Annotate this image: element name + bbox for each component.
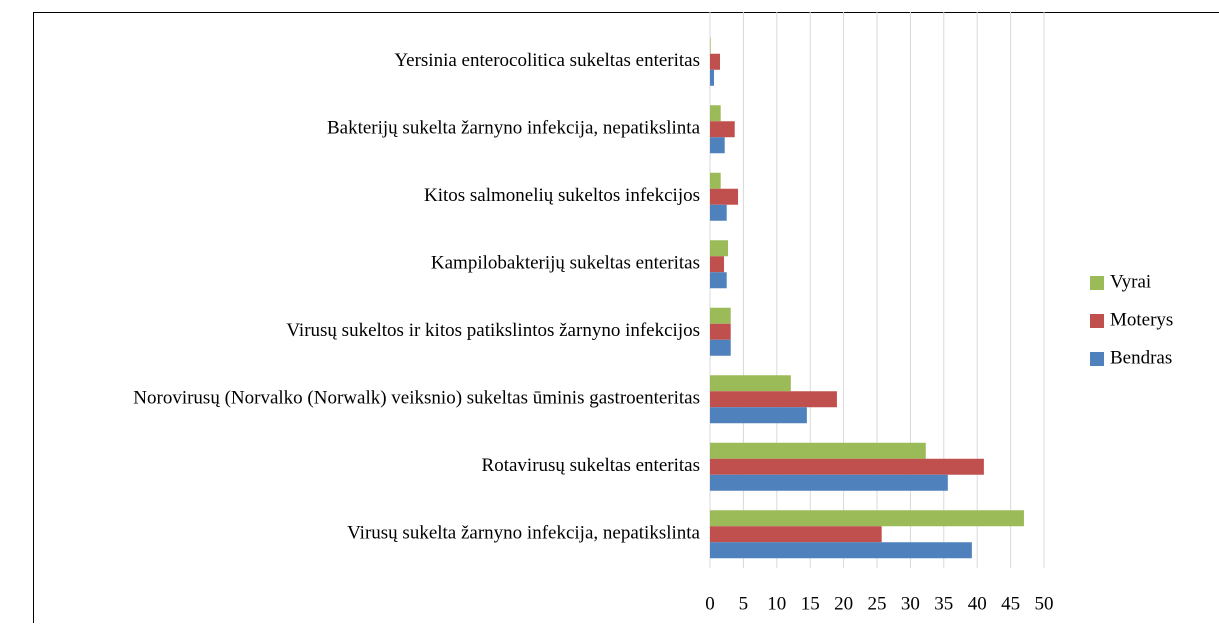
bar — [710, 407, 807, 423]
x-tick-label: 15 — [801, 593, 820, 614]
bar — [710, 54, 720, 70]
y-tick-label: Kampilobakterijų sukeltas enteritas — [431, 253, 700, 274]
bar — [710, 256, 724, 272]
bar — [710, 324, 731, 340]
legend-swatch — [1090, 276, 1104, 290]
bar — [710, 189, 738, 205]
x-tick-label: 20 — [834, 593, 853, 614]
y-tick-label: Kitos salmonelių sukeltos infekcijos — [424, 185, 700, 206]
y-tick-label: Virusų sukelta žarnyno infekcija, nepati… — [347, 523, 700, 544]
bar — [710, 308, 731, 324]
bar — [710, 443, 926, 459]
y-tick-label: Yersinia enterocolitica sukeltas enterit… — [394, 50, 700, 71]
bar — [710, 340, 731, 356]
y-tick-label: Virusų sukeltos ir kitos patikslintos ža… — [286, 320, 700, 341]
x-tick-label: 0 — [705, 593, 715, 614]
y-tick-label: Norovirusų (Norvalko (Norwalk) veiksnio)… — [133, 388, 700, 409]
y-tick-label: Rotavirusų sukeltas enteritas — [482, 455, 700, 476]
bar — [710, 526, 882, 542]
bar — [710, 272, 727, 288]
bar — [710, 510, 1024, 526]
bar — [710, 137, 725, 153]
x-tick-label: 30 — [901, 593, 920, 614]
bar — [710, 391, 837, 407]
bar — [710, 121, 735, 137]
bar — [710, 240, 728, 256]
legend-swatch — [1090, 314, 1104, 328]
bar — [710, 173, 721, 189]
x-tick-label: 5 — [739, 593, 749, 614]
bar — [710, 375, 791, 391]
x-tick-label: 35 — [934, 593, 953, 614]
y-tick-label: Bakterijų sukelta žarnyno infekcija, nep… — [327, 118, 701, 139]
x-tick-label: 45 — [1001, 593, 1020, 614]
bar — [710, 205, 727, 221]
bar — [710, 542, 972, 558]
legend-label: Vyrai — [1110, 271, 1151, 292]
bar — [710, 70, 714, 86]
bar — [710, 475, 948, 491]
legend-label: Moterys — [1110, 309, 1173, 330]
x-tick-label: 50 — [1035, 593, 1054, 614]
x-tick-label: 25 — [868, 593, 887, 614]
bar — [710, 105, 721, 121]
legend-swatch — [1090, 352, 1104, 366]
bar — [710, 459, 984, 475]
x-tick-label: 40 — [968, 593, 987, 614]
bar — [710, 38, 711, 54]
legend-label: Bendras — [1110, 347, 1172, 368]
x-tick-label: 10 — [767, 593, 786, 614]
